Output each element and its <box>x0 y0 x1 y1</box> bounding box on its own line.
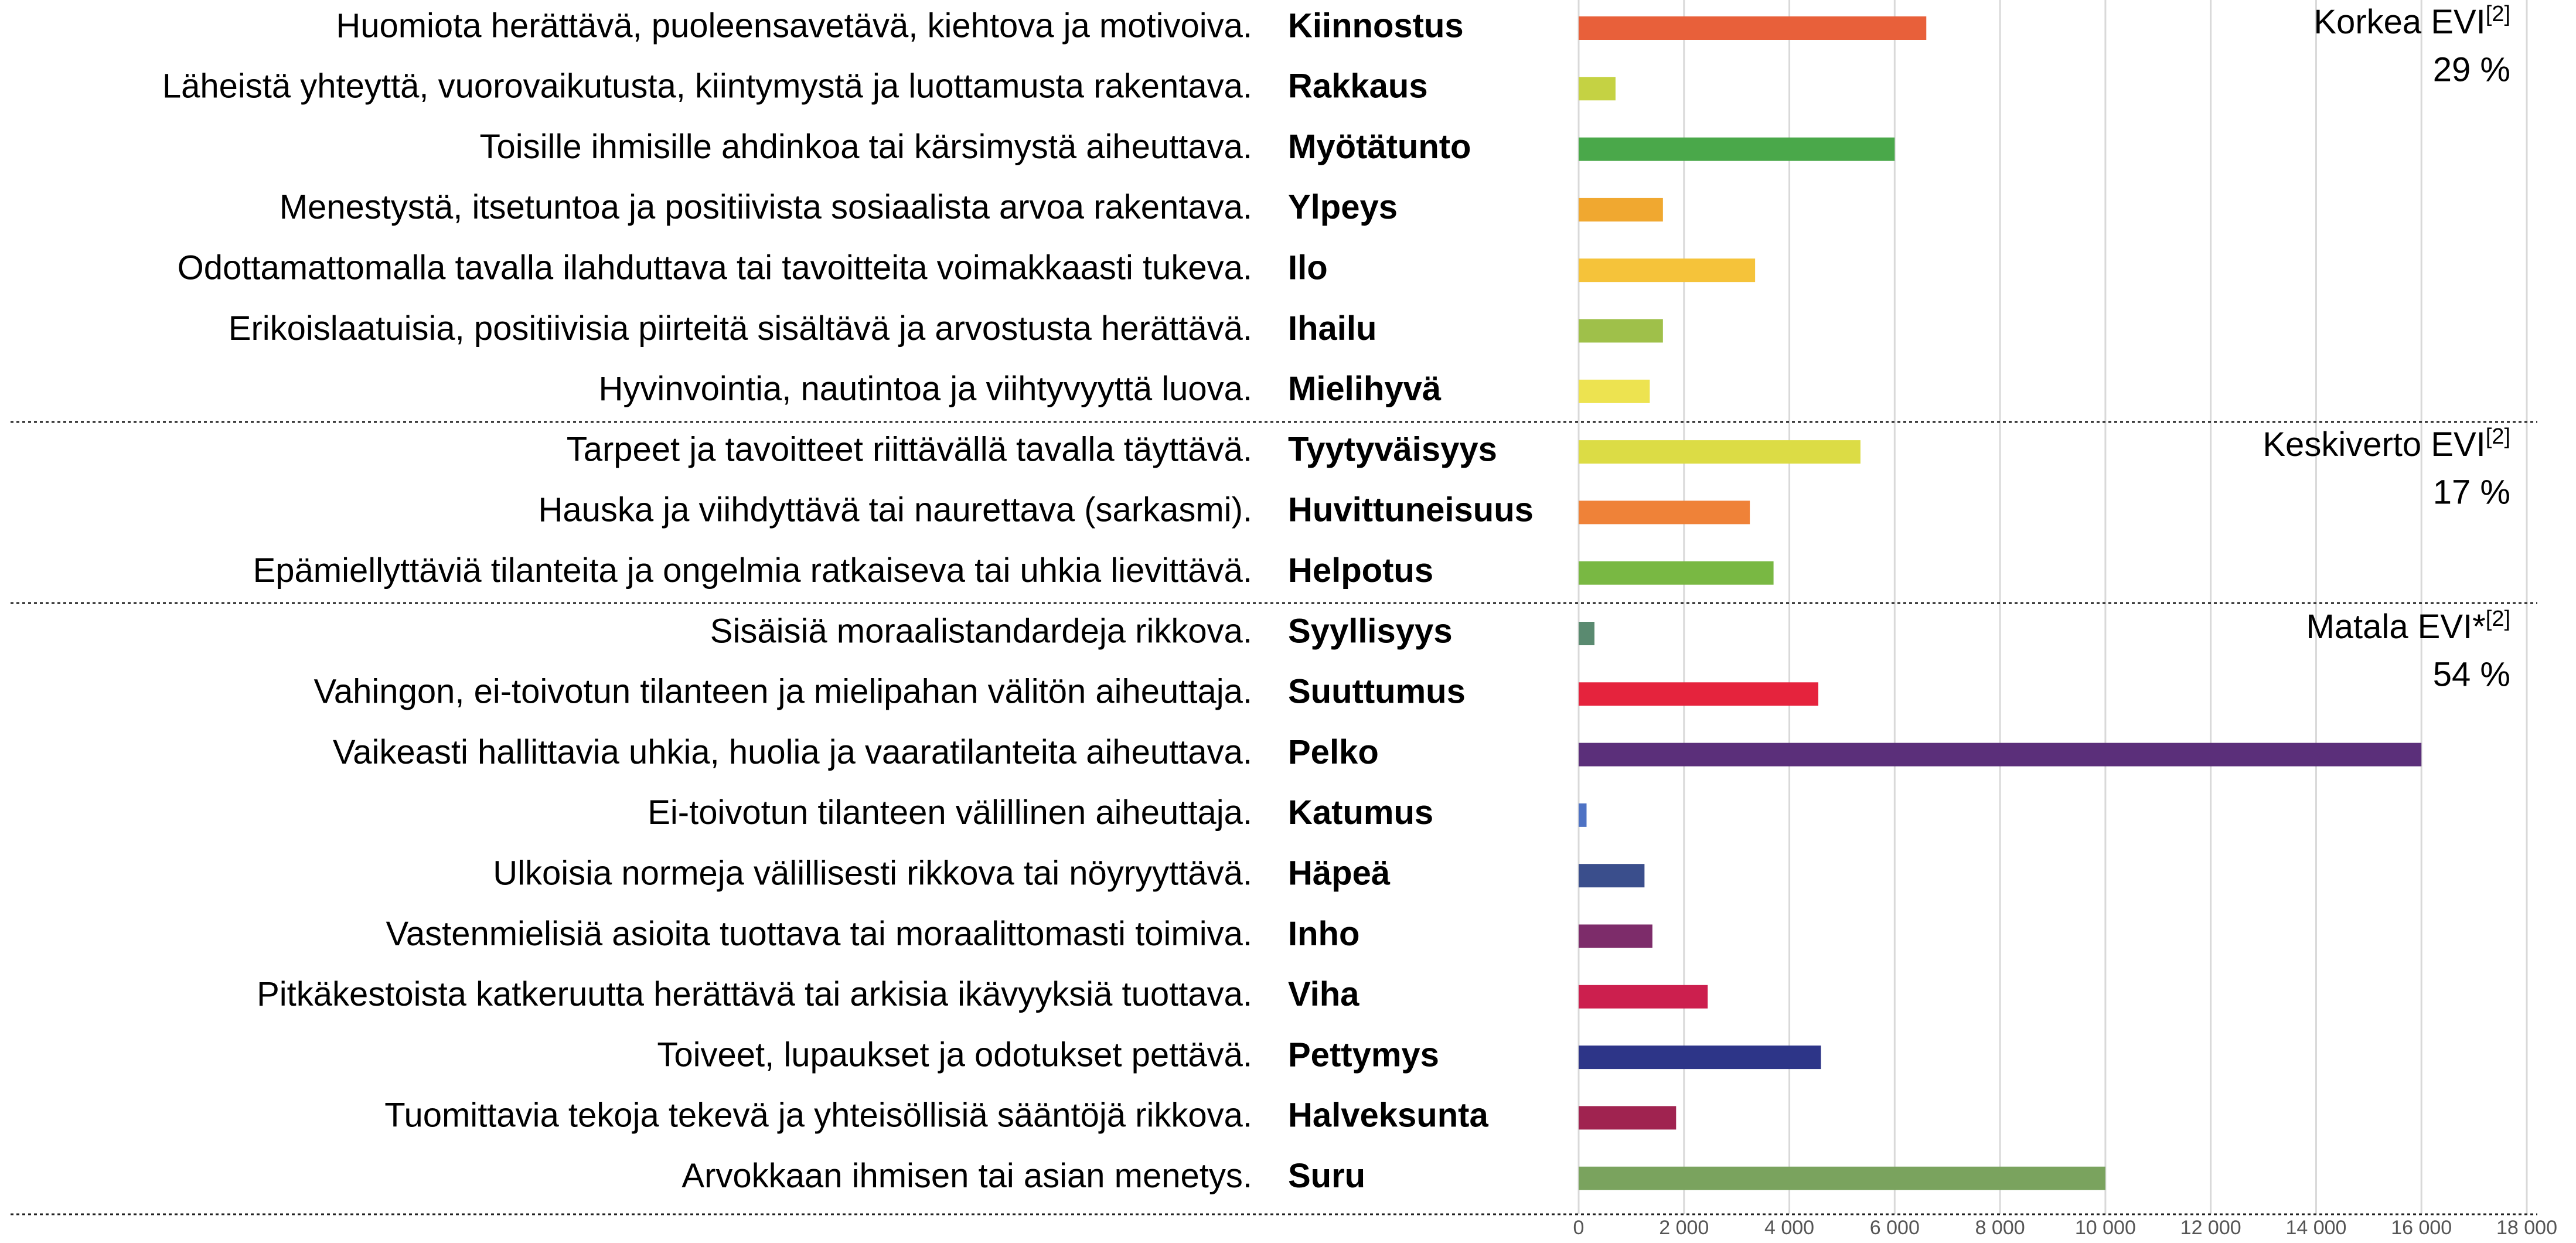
x-tick-label: 6 000 <box>1870 1217 1920 1239</box>
bar <box>1579 1046 1821 1070</box>
category-label: Rakkaus <box>1288 67 1428 105</box>
group-share: 29 % <box>2433 50 2510 88</box>
description: Toisille ihmisille ahdinkoa tai kärsimys… <box>480 128 1252 166</box>
description: Läheistä yhteyttä, vuorovaikutusta, kiin… <box>162 67 1252 105</box>
bar <box>1579 864 1645 888</box>
description: Hauska ja viihdyttävä tai naurettava (sa… <box>538 491 1252 529</box>
description: Hyvinvointia, nautintoa ja viihtyvyyttä … <box>599 370 1252 408</box>
description: Ei-toivotun tilanteen välillinen aiheutt… <box>648 794 1252 832</box>
x-tick-label: 4 000 <box>1764 1217 1814 1239</box>
category-label: Halveksunta <box>1288 1096 1488 1135</box>
group-share: 54 % <box>2433 655 2510 693</box>
x-tick-label: 10 000 <box>2075 1217 2136 1239</box>
category-label: Pelko <box>1288 733 1379 771</box>
category-label: Viha <box>1288 975 1359 1013</box>
group-note: [2] <box>2486 424 2510 449</box>
category-label: Suru <box>1288 1157 1365 1195</box>
description: Sisäisiä moraalistandardeja rikkova. <box>710 612 1252 650</box>
description: Tuomittavia tekoja tekevä ja yhteisöllis… <box>384 1096 1252 1135</box>
x-tick-label: 16 000 <box>2391 1217 2452 1239</box>
category-label: Kiinnostus <box>1288 6 1464 45</box>
group-note: [2] <box>2486 607 2510 631</box>
category-label: Häpeä <box>1288 854 1391 893</box>
description: Vastenmielisiä asioita tuottava tai mora… <box>386 915 1252 953</box>
category-label: Helpotus <box>1288 551 1433 590</box>
group-name: Matala EVI* <box>2306 608 2485 646</box>
bar <box>1579 137 1895 161</box>
bar <box>1579 197 1663 222</box>
category-label: Mielihyvä <box>1288 370 1442 408</box>
x-tick-label: 0 <box>1573 1217 1585 1239</box>
bar <box>1579 379 1650 403</box>
bar <box>1579 319 1663 343</box>
bar <box>1579 16 1927 40</box>
category-label: Huvittuneisuus <box>1288 491 1534 529</box>
x-tick-label: 8 000 <box>1975 1217 2025 1239</box>
description: Huomiota herättävä, puoleensavetävä, kie… <box>336 6 1252 45</box>
bar <box>1579 500 1750 525</box>
bar <box>1579 803 1587 827</box>
category-label: Syyllisyys <box>1288 612 1453 650</box>
description: Tarpeet ja tavoitteet riittävällä tavall… <box>567 430 1252 468</box>
description: Vahingon, ei-toivotun tilanteen ja mieli… <box>314 673 1252 711</box>
description: Ulkoisia normeja välillisesti rikkova ta… <box>493 854 1252 893</box>
category-label: Myötätunto <box>1288 128 1471 166</box>
x-tick-label: 12 000 <box>2180 1217 2241 1239</box>
group-label: Matala EVI*[2] <box>2306 607 2510 646</box>
group-name: Keskiverto EVI <box>2262 425 2485 464</box>
category-label: Inho <box>1288 915 1359 953</box>
description: Odottamattomalla tavalla ilahduttava tai… <box>178 249 1252 287</box>
bar <box>1579 985 1708 1009</box>
category-label: Ylpeys <box>1288 188 1398 226</box>
bar <box>1579 77 1616 101</box>
category-label: Katumus <box>1288 794 1433 832</box>
bar <box>1579 924 1652 948</box>
bar <box>1579 1166 2105 1190</box>
category-label: Ihailu <box>1288 309 1376 348</box>
group-name: Korkea EVI <box>2313 3 2485 41</box>
group-note: [2] <box>2486 2 2510 26</box>
bar <box>1579 682 1818 706</box>
description: Epämiellyttäviä tilanteita ja ongelmia r… <box>253 551 1252 590</box>
bar <box>1579 440 1861 464</box>
category-label: Suuttumus <box>1288 673 1466 711</box>
description: Vaikeasti hallittavia uhkia, huolia ja v… <box>333 733 1252 771</box>
x-tick-label: 14 000 <box>2285 1217 2346 1239</box>
group-label: Korkea EVI[2] <box>2313 2 2510 41</box>
category-label: Ilo <box>1288 249 1328 287</box>
bar <box>1579 622 1594 645</box>
description: Arvokkaan ihmisen tai asian menetys. <box>682 1157 1252 1195</box>
description: Pitkäkestoista katkeruutta herättävä tai… <box>257 975 1252 1013</box>
category-label: Tyytyväisyys <box>1288 430 1497 468</box>
bar <box>1579 258 1756 282</box>
bar <box>1579 1106 1677 1130</box>
description: Erikoislaatuisia, positiivisia piirteitä… <box>229 309 1252 348</box>
category-label: Pettymys <box>1288 1036 1439 1074</box>
x-tick-label: 2 000 <box>1659 1217 1709 1239</box>
description: Toiveet, lupaukset ja odotukset pettävä. <box>657 1036 1252 1074</box>
bar <box>1579 743 2422 767</box>
bar <box>1579 561 1774 585</box>
group-label: Keskiverto EVI[2] <box>2262 424 2510 464</box>
x-tick-label: 18 000 <box>2496 1217 2557 1239</box>
description: Menestystä, itsetuntoa ja positiivista s… <box>280 188 1252 226</box>
group-share: 17 % <box>2433 473 2510 511</box>
